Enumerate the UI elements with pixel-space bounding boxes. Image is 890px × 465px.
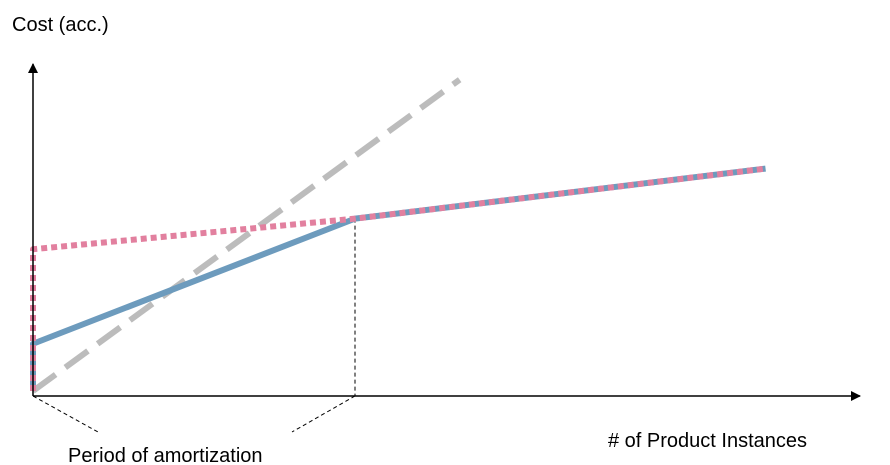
series-dotted-line bbox=[30, 165, 766, 391]
x-axis-label: # of Product Instances bbox=[608, 430, 807, 452]
series-dashed-line bbox=[31, 77, 462, 394]
y-axis-label: Cost (acc.) bbox=[12, 14, 109, 36]
annotation-pointer-left bbox=[32, 395, 99, 433]
guides-layer bbox=[32, 218, 356, 433]
amortization-annotation: Period of amortization bbox=[68, 445, 263, 465]
series-layer bbox=[30, 77, 766, 394]
annotation-pointer-right bbox=[291, 395, 356, 433]
series-solid-line bbox=[30, 165, 766, 391]
